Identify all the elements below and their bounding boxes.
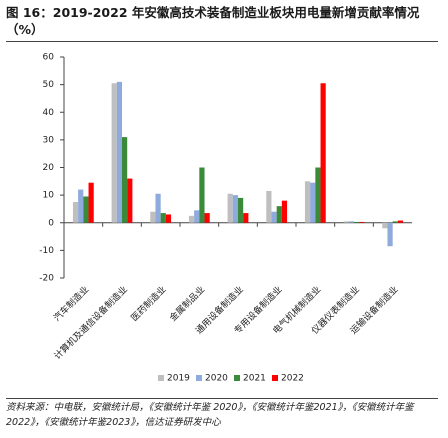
x-tick-label: 汽车制造业	[51, 283, 91, 323]
bar	[343, 221, 349, 223]
bar	[83, 196, 89, 223]
bar	[78, 189, 84, 223]
legend-label: 2020	[205, 374, 228, 384]
bar	[199, 167, 205, 223]
y-tick-label: 0	[48, 218, 54, 228]
bar	[238, 197, 244, 223]
legend-swatch	[234, 375, 240, 381]
bar	[266, 190, 272, 223]
legend-swatch	[158, 375, 164, 381]
bar	[127, 178, 133, 223]
bar	[165, 214, 172, 223]
bar	[281, 200, 288, 223]
bar	[354, 221, 360, 223]
y-tick-label: -10	[39, 246, 54, 256]
bar	[276, 206, 282, 223]
legend-label: 2021	[243, 374, 266, 384]
x-tick-label: 计算机及通信设备制造业	[51, 283, 129, 361]
legend-swatch	[272, 375, 278, 381]
bar	[188, 215, 195, 223]
bar	[310, 182, 316, 223]
legend-label: 2019	[167, 374, 190, 384]
bar	[397, 220, 404, 223]
bar	[160, 213, 166, 223]
bar	[304, 181, 311, 223]
bar	[111, 83, 117, 223]
bar	[271, 211, 277, 223]
bar	[194, 210, 200, 223]
bar	[320, 83, 326, 223]
bar	[315, 167, 321, 223]
source-note: 资料来源：中电联，安徽统计局，《安徽统计年鉴 2020》，《安徽统计年鉴2021…	[6, 398, 438, 430]
bar	[387, 222, 393, 247]
y-tick-label: 10	[43, 191, 55, 201]
bar	[392, 221, 398, 223]
y-tick-label: 30	[43, 135, 55, 145]
y-tick-label: 40	[43, 108, 55, 118]
bar	[116, 81, 122, 223]
bar	[204, 213, 210, 223]
bar	[227, 193, 233, 223]
y-tick-label: 50	[43, 80, 55, 90]
legend-swatch	[196, 375, 202, 381]
bar	[232, 195, 238, 223]
bar	[155, 193, 161, 223]
legend-label: 2022	[281, 374, 304, 384]
bar	[348, 221, 354, 223]
y-tick-label: -20	[39, 274, 54, 284]
bar	[243, 213, 249, 223]
y-tick-label: 20	[43, 163, 55, 173]
bar	[122, 137, 128, 223]
x-tick-label: 金属制品业	[167, 283, 207, 323]
bar	[150, 211, 156, 223]
bar	[72, 202, 79, 223]
bar	[359, 221, 365, 223]
bar	[382, 222, 388, 229]
chart-title: 图 16：2019-2022 年安徽高技术装备制造业板块用电量新增贡献率情况（%…	[6, 4, 438, 42]
y-tick-label: 60	[43, 53, 55, 63]
x-tick-label: 医药制造业	[128, 283, 168, 323]
bar	[88, 182, 94, 223]
